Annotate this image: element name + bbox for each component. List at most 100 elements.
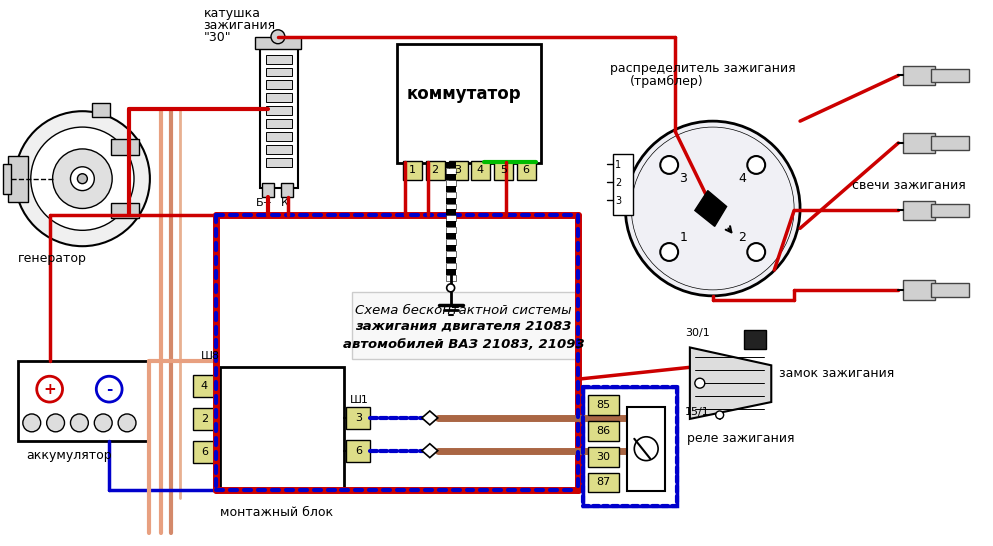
Text: 3: 3 [355,413,361,423]
Circle shape [447,284,455,292]
Bar [397,44,541,163]
Bar [281,183,293,197]
Text: 1: 1 [679,232,687,245]
Bar [347,440,370,461]
Bar [347,407,370,429]
Bar [931,136,969,150]
Text: "30": "30" [204,31,231,44]
Circle shape [96,376,122,402]
Bar [193,375,216,397]
Circle shape [37,376,63,402]
Bar [403,161,422,180]
Text: 3: 3 [454,165,461,175]
Bar [92,103,110,117]
Bar [446,245,456,251]
Bar [446,186,456,192]
Circle shape [635,437,658,461]
Text: Ш8: Ш8 [201,352,219,361]
Bar [446,204,456,210]
Circle shape [748,243,766,261]
Text: 86: 86 [597,426,611,436]
Bar [583,387,677,506]
Bar [8,156,28,201]
Bar [220,367,345,491]
Bar [262,183,274,197]
Bar [266,119,292,128]
Bar [266,55,292,63]
Text: 2: 2 [201,414,209,424]
Bar [446,168,456,174]
Text: К: К [281,198,289,207]
Bar [588,447,620,467]
Circle shape [31,127,134,230]
Bar [266,106,292,115]
Bar [517,161,536,180]
Bar [18,361,149,441]
Bar [193,408,216,430]
Text: аккумулятор: аккумулятор [26,449,111,462]
Polygon shape [690,347,772,419]
Bar [588,395,620,415]
Circle shape [748,156,766,174]
Text: зажигания двигателя 21083: зажигания двигателя 21083 [355,319,572,333]
Bar [745,330,767,349]
Text: Б+: Б+ [256,198,273,207]
Text: 3: 3 [616,195,622,206]
Bar [495,161,513,180]
Text: 6: 6 [201,447,208,456]
Circle shape [660,243,678,261]
Text: +: + [44,382,56,396]
Text: Ш1: Ш1 [350,395,368,405]
Text: 30: 30 [597,452,611,461]
Bar [446,269,456,275]
Circle shape [53,149,112,209]
Bar [628,407,665,491]
Bar [446,275,456,281]
Text: 3: 3 [679,173,687,186]
Circle shape [23,414,41,432]
Text: генератор: генератор [18,252,86,265]
Bar [446,239,456,245]
Bar [266,132,292,141]
Bar [266,158,292,167]
Bar [904,133,935,153]
Text: монтажный блок: монтажный блок [220,506,334,519]
Circle shape [626,121,800,296]
Circle shape [660,156,678,174]
Circle shape [716,411,724,419]
Bar [472,161,491,180]
Bar [446,227,456,233]
Bar [266,80,292,90]
Bar [446,198,456,204]
Bar [446,251,456,257]
Text: 4: 4 [477,165,484,175]
Text: 1: 1 [616,160,622,170]
Bar [931,68,969,82]
Bar [904,280,935,300]
Bar [446,257,456,263]
Bar [588,472,620,492]
Text: коммутатор: коммутатор [407,85,521,103]
Circle shape [695,378,705,388]
Bar [446,180,456,186]
Bar [255,37,301,49]
Text: замок зажигания: замок зажигания [780,367,895,381]
Text: 15/1: 15/1 [685,407,710,417]
Text: зажигания: зажигания [204,19,276,32]
Polygon shape [695,191,727,227]
Bar [588,421,620,441]
Bar [614,154,634,216]
Bar [904,66,935,85]
Text: 4: 4 [738,173,746,186]
Bar [266,68,292,76]
Polygon shape [422,411,438,425]
Polygon shape [422,444,438,458]
Bar [446,162,456,168]
Text: 6: 6 [355,446,361,456]
Bar [3,164,11,194]
Text: свечи зажигания: свечи зажигания [852,179,965,192]
Bar [266,145,292,154]
Circle shape [71,414,88,432]
Bar [446,263,456,269]
Bar [931,283,969,297]
